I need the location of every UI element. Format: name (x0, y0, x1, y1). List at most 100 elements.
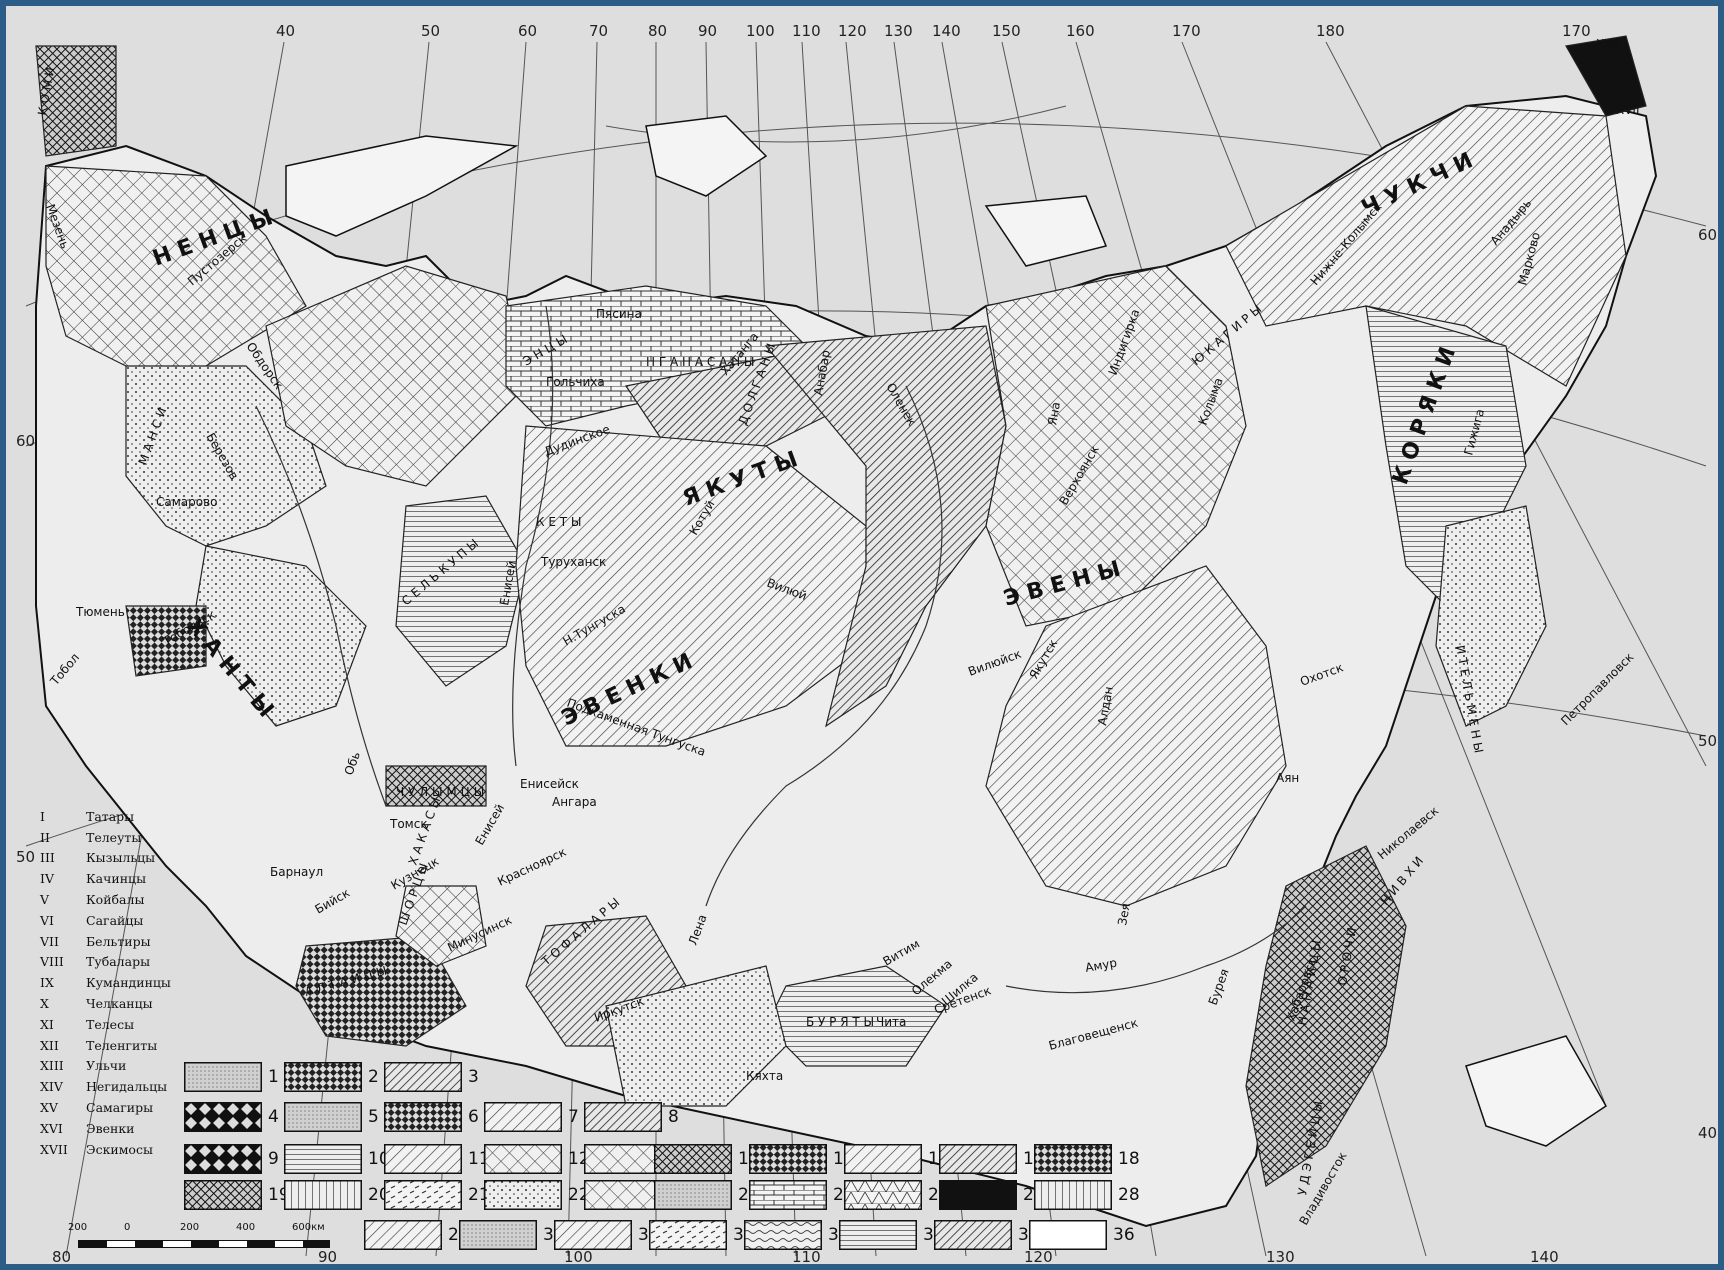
legend-swatch-pattern (749, 1180, 827, 1210)
legend-swatch: 14 (654, 1144, 760, 1174)
meridian-top-15: 170 (1562, 22, 1591, 40)
scale-label: 200 (180, 1222, 200, 1233)
legend-row-number: XIV (40, 1079, 63, 1095)
legend-swatch-pattern (654, 1180, 732, 1210)
legend-row-number: VI (40, 912, 54, 928)
place-label: Чита (876, 1015, 906, 1029)
legend-row-name: Теленгиты (86, 1037, 158, 1053)
legend-swatch: 35 (934, 1220, 1040, 1250)
legend-row: VII Бельтиры (40, 931, 220, 952)
legend-swatch-number: 2 (368, 1067, 379, 1087)
legend-swatch-pattern (284, 1144, 362, 1174)
legend-swatch-number: 6 (468, 1107, 479, 1127)
legend-row: XVII Эскимосы (40, 1139, 220, 1160)
place-label: Кяхта (746, 1069, 783, 1083)
meridian-top-12: 160 (1066, 22, 1095, 40)
legend-swatch-number: 3 (468, 1067, 479, 1087)
legend-row-number: I (40, 808, 45, 824)
place-label: Ангара (552, 795, 597, 809)
legend-patterns: 1234567891011121314151617181920212223242… (184, 1058, 1224, 1254)
legend-swatch-pattern (649, 1220, 727, 1250)
legend-swatch-pattern (284, 1102, 362, 1132)
legend-swatch: 17 (939, 1144, 1045, 1174)
legend-swatch-pattern (484, 1144, 562, 1174)
legend-row-number: XI (40, 1016, 54, 1032)
legend-row-name: Негидальцы (86, 1079, 168, 1095)
legend-swatch-number: 4 (268, 1107, 279, 1127)
ethnographic-map: 40 50 60 70 80 90 100 110 120 130 140 15… (6, 6, 1718, 1264)
scale-bar: 200 0 200 400 600км (68, 1222, 338, 1258)
legend-swatch-number: 1 (268, 1067, 279, 1087)
parallel-right-1: 50 (1698, 732, 1717, 750)
people-label: Н Г А Н А С А Н Ы (646, 355, 755, 369)
legend-swatch: 5 (284, 1102, 379, 1132)
legend-swatch: 34 (839, 1220, 945, 1250)
legend-swatch-pattern (839, 1220, 917, 1250)
scale-label: 0 (124, 1222, 131, 1233)
legend-swatch-pattern (1029, 1220, 1107, 1250)
legend-swatch: 4 (184, 1102, 279, 1132)
legend-row-number: III (40, 850, 55, 866)
place-label: Амур (1084, 956, 1118, 975)
place-label: Яна (1045, 401, 1063, 427)
legend-row-number: XV (40, 1100, 58, 1116)
xvii-mark-1: XVII (1616, 103, 1640, 117)
legend-swatch: 7 (484, 1102, 579, 1132)
legend-row: XII Теленгиты (40, 1035, 220, 1056)
legend-swatch: 10 (284, 1144, 390, 1174)
legend-row-name: Бельтиры (86, 933, 151, 949)
legend-row: VIII Тубалары (40, 952, 220, 973)
legend-swatch: 2 (284, 1062, 379, 1092)
meridian-bottom-5: 130 (1266, 1248, 1295, 1264)
meridian-bottom-1: 90 (318, 1248, 337, 1264)
meridian-top-5: 90 (698, 22, 717, 40)
place-label: Тюмень (75, 605, 125, 619)
meridian-top-1: 50 (421, 22, 440, 40)
parallel-labels: 60 50 60 50 40 XVII XVII (16, 37, 1717, 1142)
xvii-mark-0: XVII (1596, 37, 1620, 51)
legend-swatch: 32 (649, 1220, 755, 1250)
legend-swatch: 20 (284, 1180, 390, 1210)
meridian-top-14: 180 (1316, 22, 1345, 40)
legend-swatch-pattern (484, 1180, 562, 1210)
legend-swatch: 3 (384, 1062, 479, 1092)
legend-swatch: 16 (844, 1144, 950, 1174)
meridian-bottom-3: 110 (792, 1248, 821, 1264)
legend-swatch: 19 (184, 1180, 290, 1210)
legend-swatch: 8 (584, 1102, 679, 1132)
legend-swatch: 31 (554, 1220, 660, 1250)
legend-row: IX Кумандинцы (40, 972, 220, 993)
meridian-top-4: 80 (648, 22, 667, 40)
legend-swatch-number: 7 (568, 1107, 579, 1127)
legend-row-name: Эвенки (86, 1120, 135, 1136)
legend-swatch-pattern (934, 1220, 1012, 1250)
legend-swatch: 27 (939, 1180, 1045, 1210)
ethnic-regions (35, 35, 1647, 1187)
legend-swatch: 22 (484, 1180, 590, 1210)
scale-label: 600км (292, 1222, 325, 1233)
meridian-top-0: 40 (276, 22, 295, 40)
legend-swatch-number: 5 (368, 1107, 379, 1127)
legend-swatch: 15 (749, 1144, 855, 1174)
region-buryat-west (605, 965, 787, 1107)
legend-row-name: Телеуты (86, 829, 142, 845)
place-label: Алдан (1095, 685, 1116, 726)
parallel-right-0: 60 (1698, 226, 1717, 244)
legend-row: V Койбалы (40, 889, 220, 910)
legend-minor-peoples: I Татары II Телеуты III Кызыльцы IV Качинцы V Кой… (40, 806, 220, 1160)
parallel-left-1: 50 (16, 848, 35, 866)
place-label: Зея (1115, 902, 1133, 926)
legend-row-name: Челканцы (86, 996, 153, 1012)
legend-row-number: V (40, 892, 50, 908)
legend-row-name: Сагайцы (86, 912, 144, 928)
legend-row-name: Ульчи (86, 1058, 127, 1074)
legend-row: XVI Эвенки (40, 1118, 220, 1139)
meridian-labels-top: 40 50 60 70 80 90 100 110 120 130 140 15… (276, 22, 1591, 40)
region-chukchi (1225, 105, 1627, 387)
region-selkup (395, 495, 527, 687)
legend-swatch-number: 18 (1118, 1149, 1140, 1169)
legend-row-number: II (40, 829, 50, 845)
region-khanty (125, 365, 327, 547)
meridian-bottom-6: 140 (1530, 1248, 1559, 1264)
parallel-left-0: 60 (16, 432, 35, 450)
